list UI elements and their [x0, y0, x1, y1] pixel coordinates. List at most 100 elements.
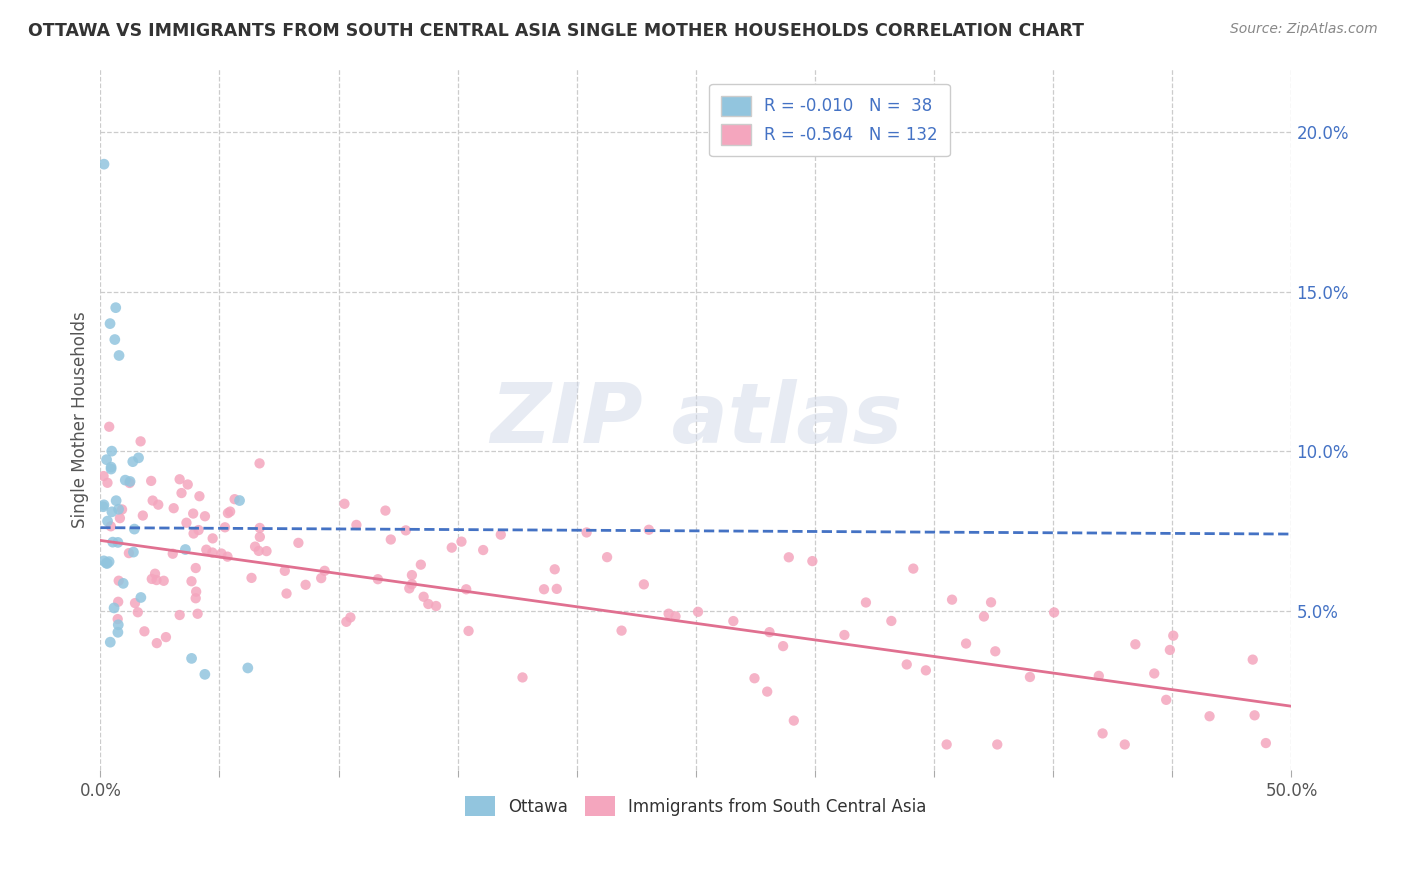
Point [107, 595, 129, 609]
Legend: Ottawa, Immigrants from South Central Asia: Ottawa, Immigrants from South Central As… [457, 788, 935, 825]
Point [107, 617, 129, 632]
Point [941, 592, 963, 607]
Point [187, 523, 209, 537]
Point [456, 582, 478, 597]
Point [118, 475, 141, 489]
Point [314, 564, 336, 578]
Point [380, 533, 402, 547]
Point [1241, 652, 1264, 666]
Point [686, 605, 709, 619]
Point [1019, 670, 1042, 684]
Point [101, 535, 124, 549]
Point [93, 157, 115, 171]
Point [512, 670, 534, 684]
Point [104, 301, 127, 315]
Point [374, 503, 396, 517]
Point [186, 584, 208, 599]
Point [401, 568, 423, 582]
Point [142, 493, 165, 508]
Point [984, 644, 1007, 658]
Point [294, 578, 316, 592]
Point [107, 612, 129, 626]
Point [986, 738, 1008, 752]
Point [108, 511, 131, 525]
Point [637, 523, 659, 537]
Point [339, 610, 361, 624]
Point [132, 508, 155, 523]
Point [418, 597, 440, 611]
Text: OTTAWA VS IMMIGRANTS FROM SOUTH CENTRAL ASIA SINGLE MOTHER HOUSEHOLDS CORRELATIO: OTTAWA VS IMMIGRANTS FROM SOUTH CENTRAL … [28, 22, 1084, 40]
Point [664, 609, 686, 624]
Point [834, 628, 856, 642]
Point [412, 590, 434, 604]
Point [146, 636, 169, 650]
Point [915, 664, 938, 678]
Point [489, 527, 512, 541]
Point [98, 555, 121, 569]
Point [100, 460, 122, 475]
Point [219, 505, 242, 519]
Point [107, 502, 129, 516]
Point [134, 624, 156, 639]
Point [176, 516, 198, 530]
Point [107, 625, 129, 640]
Point [124, 522, 146, 536]
Point [187, 607, 209, 621]
Point [96, 556, 118, 570]
Point [180, 651, 202, 665]
Point [533, 582, 555, 597]
Point [169, 472, 191, 486]
Point [141, 572, 163, 586]
Point [118, 546, 141, 560]
Point [783, 714, 806, 728]
Point [276, 586, 298, 600]
Point [108, 349, 131, 363]
Point [163, 501, 186, 516]
Point [224, 492, 246, 507]
Y-axis label: Single Mother Households: Single Mother Households [72, 311, 89, 528]
Point [409, 558, 432, 572]
Point [145, 573, 167, 587]
Point [96, 557, 118, 571]
Point [217, 506, 239, 520]
Point [143, 566, 166, 581]
Point [129, 434, 152, 449]
Point [772, 639, 794, 653]
Point [309, 571, 332, 585]
Point [395, 524, 418, 538]
Point [98, 635, 121, 649]
Point [973, 609, 995, 624]
Point [96, 475, 118, 490]
Point [100, 462, 122, 476]
Point [91, 500, 114, 514]
Point [575, 525, 598, 540]
Point [1088, 669, 1111, 683]
Point [249, 530, 271, 544]
Point [240, 571, 263, 585]
Point [955, 636, 977, 650]
Point [425, 599, 447, 613]
Point [101, 505, 124, 519]
Point [1114, 738, 1136, 752]
Point [155, 630, 177, 644]
Point [217, 549, 239, 564]
Point [111, 502, 134, 516]
Point [183, 526, 205, 541]
Point [287, 536, 309, 550]
Point [935, 738, 957, 752]
Point [195, 542, 218, 557]
Point [194, 509, 217, 524]
Point [546, 582, 568, 596]
Point [472, 543, 495, 558]
Point [162, 547, 184, 561]
Point [100, 444, 122, 458]
Point [184, 591, 207, 606]
Point [544, 562, 567, 576]
Point [723, 614, 745, 628]
Point [177, 477, 200, 491]
Point [756, 684, 779, 698]
Text: ZIP atlas: ZIP atlas [489, 379, 903, 459]
Point [256, 544, 278, 558]
Point [96, 452, 118, 467]
Point [778, 550, 800, 565]
